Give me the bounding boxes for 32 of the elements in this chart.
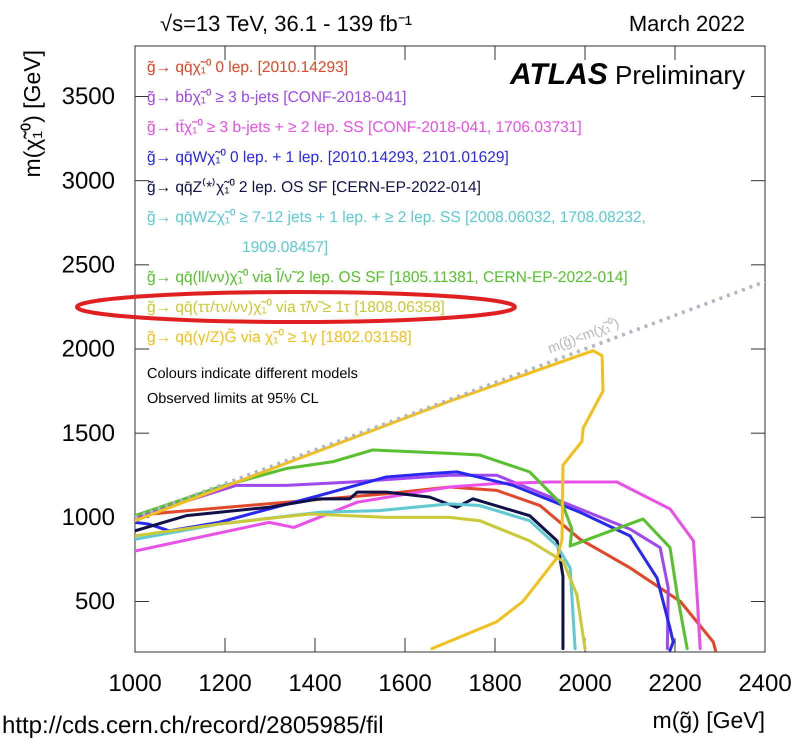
y-tick-label: 1500 (62, 420, 115, 447)
y-tick-label: 2000 (62, 336, 115, 363)
x-tick-label: 1000 (108, 670, 162, 698)
text: g̃→ qq̄(ll/νν)χ̃₁⁰ via l̃/ν̃ 2 lep. OS SF [1805.11381, CERN-EP-2022-014] (147, 267, 628, 286)
text: g̃→ qq̄Wχ̃₁⁰ 0 lep. + 1 lep. [2010.14293, 2101.01629] (147, 148, 509, 166)
text: g̃→ qq̄χ̃₁⁰ 0 lep. [2010.14293] (147, 58, 348, 76)
text: g̃→ bb̄χ̃₁⁰ ≥ 3 b-jets [CONF-2018-041] (147, 88, 406, 106)
text: g̃→ qq̄(γ/Z)G̃ via χ̃₁⁰ ≥ 1γ [1802.03158] (147, 327, 412, 346)
x-tick-label: 1600 (378, 670, 432, 698)
annotation: Colours indicate different models (147, 366, 358, 382)
text: g̃→ qq̄WZχ̃₁⁰ ≥ 7-12 jets + 1 lep. + ≥ 2 lep. SS [2008.06032, 1708.08232, 1909.08457] (147, 208, 646, 256)
annotation: ATLAS Preliminary (508, 58, 745, 91)
x-tick-label: 1200 (198, 670, 252, 698)
x-tick-label: 2000 (558, 670, 612, 698)
x-axis-title: m(g̃) [GeV] (652, 707, 765, 733)
text: http://cds.cern.ch/record/2805985/fil (2, 712, 384, 739)
annotation: Observed limits at 95% CL (147, 391, 319, 407)
y-tick-label: 500 (74, 588, 115, 616)
text: g̃→ qq̄Z⁽*⁾χ̃₁⁰ 2 lep. OS SF [CERN-EP-2022-014] (147, 177, 481, 196)
x-tick-label: 2400 (738, 670, 792, 698)
y-tick-label: 3000 (62, 167, 115, 194)
y-tick-label: 1000 (62, 504, 115, 532)
y-tick-label: 2500 (62, 252, 115, 279)
y-tick-label: 3500 (62, 83, 115, 110)
x-tick-label: 1400 (288, 670, 342, 698)
y-axis-title: m(χ̃₁⁰) [GeV] (19, 50, 45, 178)
x-tick-label: 2200 (648, 670, 702, 698)
chart-subtitle: March 2022 (628, 11, 745, 36)
x-tick-label: 1800 (468, 670, 522, 698)
text: g̃→ tt̄χ̃₁⁰ ≥ 3 b-jets + ≥ 2 lep. SS [CONF-2018-041, 1706.03731] (147, 118, 582, 136)
text: g̃→ qq̄(ττ/τν/νν)χ̃₁⁰ via τ̃/ν̃ ≥ 1τ [1808.06358] (147, 298, 445, 316)
chart-title: √s=13 TeV, 36.1 - 139 fb⁻¹ (160, 11, 412, 36)
